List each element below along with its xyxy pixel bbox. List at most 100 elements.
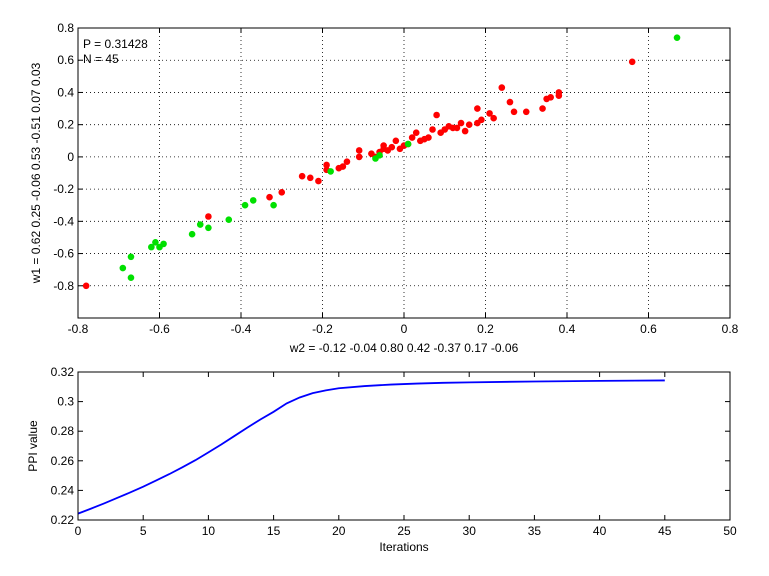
scatter-point bbox=[673, 34, 681, 41]
scatter-point bbox=[127, 253, 135, 261]
scatter-point bbox=[425, 134, 432, 141]
scatter-point bbox=[498, 84, 506, 91]
scatter-point bbox=[266, 193, 273, 201]
scatter-axes-box bbox=[77, 27, 731, 319]
scatter-point bbox=[127, 274, 135, 282]
scatter-point bbox=[205, 224, 212, 232]
line-y-axis-label: PPI value bbox=[26, 420, 40, 472]
scatter-point bbox=[490, 114, 497, 122]
scatter-point bbox=[539, 105, 546, 112]
scatter-x-axis-label: w2 = -0.12 -0.04 0.80 0.42 -0.37 0.17 -0… bbox=[289, 341, 519, 355]
scatter-point bbox=[339, 163, 347, 170]
line-axes: 0 5 10 15 20 25 30 35 40 45 50 0.22 0.24 0.26 0.28 0.3 0… bbox=[26, 365, 737, 554]
scatter-point bbox=[522, 108, 530, 116]
scatter-point bbox=[429, 126, 436, 133]
scatter-y-tick-label: -0.4 bbox=[53, 214, 74, 228]
scatter-y-tick-label: 0 bbox=[67, 150, 74, 164]
line-x-tick-label: 30 bbox=[463, 524, 477, 538]
line-x-tick-label: 10 bbox=[202, 524, 216, 538]
scatter-point bbox=[196, 221, 204, 228]
scatter-point bbox=[478, 116, 485, 124]
scatter-point bbox=[461, 127, 469, 135]
line-y-tick-label: 0.3 bbox=[57, 395, 74, 409]
line-y-tick-label: 0.24 bbox=[51, 483, 75, 497]
scatter-point bbox=[506, 98, 514, 106]
scatter-y-tick-label: -0.8 bbox=[53, 279, 74, 293]
scatter-point bbox=[388, 143, 396, 151]
line-x-tick-label: 20 bbox=[332, 524, 346, 538]
scatter-y-tick-label: -0.6 bbox=[53, 247, 74, 261]
scatter-x-tick-label: 0 bbox=[401, 322, 408, 336]
scatter-point bbox=[306, 174, 314, 182]
scatter-x-tick-label: -0.6 bbox=[149, 322, 170, 336]
scatter-point bbox=[327, 168, 334, 175]
scatter-x-tick-label: -0.2 bbox=[312, 322, 333, 336]
line-ticks: 0 5 10 15 20 25 30 35 40 45 50 0.22 0.24 0.26 0.28 0.3 0… bbox=[51, 365, 737, 538]
scatter-y-tick-label: 0.4 bbox=[57, 85, 74, 99]
scatter-point bbox=[376, 151, 383, 159]
scatter-points bbox=[82, 34, 681, 290]
scatter-point bbox=[152, 238, 159, 246]
line-plot-area bbox=[78, 372, 730, 520]
scatter-point bbox=[119, 264, 127, 272]
scatter-point bbox=[465, 121, 473, 128]
scatter-y-tick-label: 0.2 bbox=[57, 118, 74, 132]
line-axes-box bbox=[77, 371, 731, 521]
scatter-point bbox=[457, 119, 465, 127]
scatter-x-tick-label: 0.8 bbox=[722, 322, 739, 336]
line-y-tick-label: 0.28 bbox=[51, 424, 75, 438]
scatter-point bbox=[453, 124, 461, 132]
ppi-series-line bbox=[77, 379, 665, 515]
scatter-point bbox=[547, 93, 554, 101]
scatter-y-axis-label: w1 = 0.62 0.25 -0.06 0.53 -0.51 0.07 0.0… bbox=[29, 62, 43, 284]
scatter-point bbox=[486, 110, 493, 117]
line-x-tick-label: 15 bbox=[267, 524, 281, 538]
line-y-tick-label: 0.22 bbox=[51, 513, 75, 527]
scatter-point bbox=[278, 189, 286, 196]
scatter-point bbox=[433, 111, 440, 119]
scatter-y-tick-label: 0.6 bbox=[57, 53, 74, 67]
line-series bbox=[77, 379, 665, 515]
scatter-point bbox=[205, 213, 212, 220]
scatter-point bbox=[323, 161, 330, 169]
scatter-x-tick-label: 0.6 bbox=[640, 322, 657, 336]
scatter-point bbox=[148, 243, 155, 251]
scatter-point bbox=[225, 216, 233, 224]
line-x-axis-label: Iterations bbox=[379, 540, 428, 554]
scatter-point bbox=[355, 153, 363, 161]
scatter-point bbox=[270, 201, 277, 209]
scatter-point bbox=[160, 240, 167, 248]
line-x-tick-label: 5 bbox=[140, 524, 147, 538]
annotation-n-count: N = 45 bbox=[83, 52, 119, 66]
scatter-point bbox=[188, 230, 196, 238]
line-x-tick-label: 0 bbox=[75, 524, 82, 538]
scatter-grid bbox=[78, 28, 730, 318]
scatter-point bbox=[555, 89, 563, 96]
scatter-point bbox=[298, 172, 306, 180]
line-y-tick-label: 0.32 bbox=[51, 365, 75, 379]
line-x-tick-label: 25 bbox=[397, 524, 411, 538]
line-x-tick-label: 35 bbox=[528, 524, 542, 538]
scatter-x-tick-label: -0.8 bbox=[68, 322, 89, 336]
scatter-ticks: -0.8 -0.6 -0.4 -0.2 0 0.2 0.4 0.6 0.8 -0.8 -0.6 -0.… bbox=[53, 21, 738, 336]
line-x-tick-label: 45 bbox=[658, 524, 672, 538]
scatter-point bbox=[412, 129, 420, 137]
scatter-point bbox=[404, 140, 412, 148]
line-x-tick-label: 50 bbox=[723, 524, 737, 538]
scatter-point bbox=[628, 58, 636, 66]
scatter-point bbox=[408, 134, 416, 141]
scatter-x-tick-label: 0.4 bbox=[559, 322, 576, 336]
line-x-tick-label: 40 bbox=[593, 524, 607, 538]
scatter-point bbox=[343, 158, 351, 166]
scatter-y-tick-label: 0.8 bbox=[57, 21, 74, 35]
scatter-point bbox=[510, 108, 518, 116]
scatter-point bbox=[474, 105, 481, 112]
scatter-point bbox=[241, 201, 249, 209]
scatter-y-tick-label: -0.2 bbox=[53, 182, 74, 196]
scatter-point bbox=[249, 197, 257, 204]
scatter-x-tick-label: 0.2 bbox=[477, 322, 494, 336]
scatter-point bbox=[82, 282, 90, 290]
line-y-tick-label: 0.26 bbox=[51, 454, 75, 468]
scatter-x-tick-label: -0.4 bbox=[231, 322, 252, 336]
